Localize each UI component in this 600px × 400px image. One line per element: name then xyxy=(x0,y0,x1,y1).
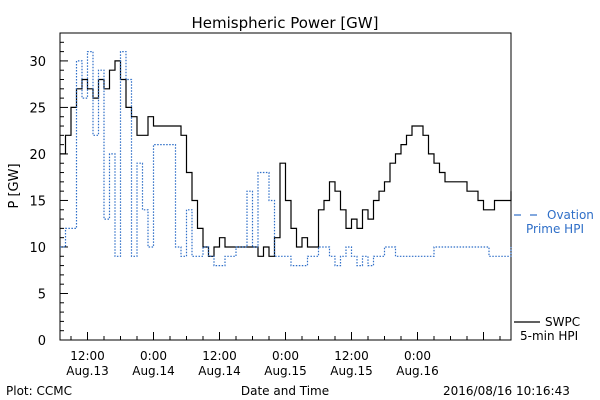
plot-credit: Plot: CCMC xyxy=(6,384,72,398)
x-tick-date-label: Aug.14 xyxy=(132,364,175,378)
x-tick-label: 12:00 xyxy=(334,349,369,363)
series-layer xyxy=(60,51,512,267)
x-axis-label: Date and Time xyxy=(241,384,329,398)
y-tick-label: 5 xyxy=(38,287,46,302)
x-tick-label: 12:00 xyxy=(202,349,237,363)
series-line-swpc xyxy=(60,60,512,257)
series-line-ovation xyxy=(60,51,512,267)
y-axis-ticks: 0 5 10 15 20 25 30 xyxy=(29,41,68,349)
legend-label-swpc: 5-min HPI xyxy=(520,329,578,343)
y-tick-label: 30 xyxy=(29,55,46,70)
legend-label-ovation: Ovation xyxy=(547,208,594,222)
x-tick-date-label: Aug.15 xyxy=(330,364,373,378)
x-tick-date-label: Aug.14 xyxy=(198,364,241,378)
x-tick-label: 0:00 xyxy=(140,349,167,363)
x-tick-date-label: Aug.15 xyxy=(264,364,307,378)
chart-title: Hemispheric Power [GW] xyxy=(192,14,379,32)
x-tick-label: 0:00 xyxy=(404,349,431,363)
legend-label-ovation: Prime HPI xyxy=(526,222,584,236)
x-tick-date-label: Aug.16 xyxy=(396,364,439,378)
y-tick-label: 0 xyxy=(38,334,46,349)
y-tick-label: 10 xyxy=(29,241,46,256)
y-tick-label: 25 xyxy=(29,101,46,116)
legend-label-swpc: SWPC xyxy=(545,315,580,329)
y-tick-label: 20 xyxy=(29,148,46,163)
x-axis-ticks: 12:00Aug.130:00Aug.1412:00Aug.140:00Aug.… xyxy=(66,332,501,378)
x-tick-date-label: Aug.13 xyxy=(66,364,109,378)
plot-timestamp: 2016/08/16 10:16:43 xyxy=(443,384,570,398)
y-tick-label: 15 xyxy=(29,194,46,209)
x-tick-label: 12:00 xyxy=(70,349,105,363)
x-tick-label: 0:00 xyxy=(272,349,299,363)
y-axis-label: P [GW] xyxy=(7,163,22,208)
